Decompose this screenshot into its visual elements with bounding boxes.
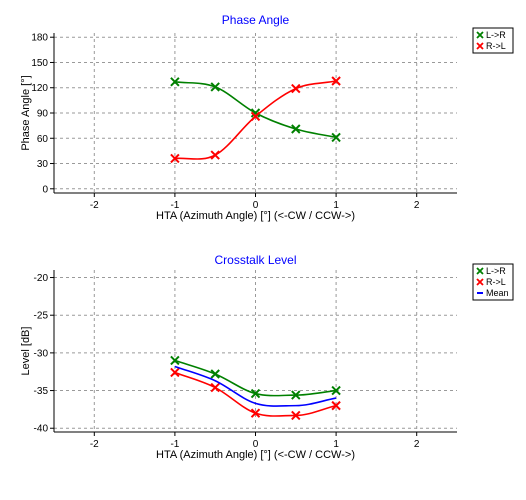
data-point-marker — [291, 410, 301, 421]
x-tick-label: 0 — [253, 439, 259, 450]
y-tick-label: 0 — [42, 184, 48, 195]
y-tick-label: -25 — [34, 311, 49, 322]
data-point-marker — [210, 82, 220, 92]
data-point-marker — [170, 367, 180, 378]
y-tick-label: 180 — [31, 33, 48, 44]
x-tick-label: 1 — [333, 200, 339, 211]
x-axis-title: HTA (Azimuth Angle) [°] (<-CW / CCW->) — [156, 210, 355, 222]
data-point-marker — [250, 111, 261, 122]
y-tick-label: -35 — [34, 386, 49, 397]
series-line-mean — [174, 365, 337, 407]
legend: L->RR->L — [472, 27, 514, 54]
legend-marker — [476, 267, 484, 275]
x-tick-label: -2 — [90, 439, 99, 450]
legend-marker — [476, 42, 484, 50]
legend-label: Mean — [486, 288, 509, 298]
x-tick-label: -2 — [90, 200, 99, 211]
y-tick-label: 30 — [37, 159, 49, 170]
x-tick-label: 1 — [333, 439, 339, 450]
legend-label: R->L — [486, 41, 506, 51]
legend-label: L->R — [486, 30, 506, 40]
legend-label: L->R — [486, 266, 506, 276]
y-tick-label: 150 — [31, 58, 48, 69]
data-point-marker — [170, 153, 180, 164]
data-point-marker — [291, 124, 301, 134]
x-tick-label: 0 — [253, 200, 259, 211]
data-point-marker — [291, 390, 301, 400]
data-point-marker — [250, 388, 261, 399]
data-point-marker — [210, 369, 220, 379]
legend-label: R->L — [486, 277, 506, 287]
x-axis-title: HTA (Azimuth Angle) [°] (<-CW / CCW->) — [156, 449, 355, 461]
y-tick-label: 60 — [37, 134, 49, 145]
data-point-marker — [250, 408, 261, 418]
y-tick-label: -40 — [34, 424, 49, 435]
data-point-marker — [291, 83, 301, 94]
chart-panel-1: -2 -1 0 1 2 -20 -25 -30 -35 -40 Crosstalk Level HTA… — [20, 253, 514, 461]
data-point-marker — [331, 76, 341, 86]
data-point-marker — [210, 382, 220, 393]
data-point-marker — [250, 108, 261, 118]
y-tick-label: -20 — [34, 273, 49, 284]
data-point-marker — [331, 132, 341, 143]
data-point-marker — [331, 385, 341, 396]
legend-box — [472, 27, 514, 54]
data-point-marker — [210, 150, 220, 160]
x-tick-label: 2 — [414, 439, 420, 450]
y-tick-label: 90 — [37, 109, 49, 120]
data-point-marker — [170, 77, 180, 87]
y-tick-label: 120 — [31, 83, 48, 94]
y-tick-label: -30 — [34, 348, 49, 359]
legend-marker — [476, 278, 484, 286]
x-tick-label: 2 — [414, 200, 420, 211]
x-tick-label: -1 — [170, 200, 179, 211]
data-point-marker — [170, 355, 180, 366]
data-point-marker — [331, 400, 341, 411]
y-axis-title: Phase Angle [°] — [20, 75, 32, 150]
y-axis-title: Level [dB] — [20, 327, 32, 376]
x-tick-label: -1 — [170, 439, 179, 450]
legend-marker — [476, 31, 484, 39]
chart-title: Phase Angle — [222, 13, 290, 27]
chart-title: Crosstalk Level — [214, 253, 296, 267]
